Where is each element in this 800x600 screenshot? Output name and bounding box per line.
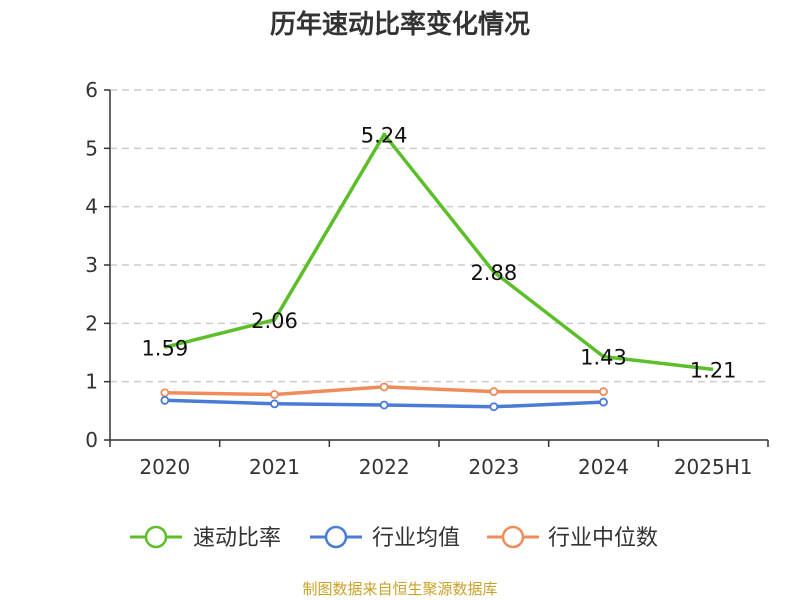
data-label: 5.24 [361, 123, 408, 147]
legend-label: 行业均值 [372, 526, 460, 551]
chart-title: 历年速动比率变化情况 [270, 9, 530, 40]
y-tick-label: 0 [85, 428, 98, 452]
series-point-1 [489, 402, 499, 412]
series-point-2 [160, 388, 170, 398]
series-point-1 [270, 399, 279, 409]
axes: 0 1 2 3 4 5 6 2020 2021 2022 2023 2024 2025H1 [85, 78, 769, 479]
x-tick-label: 2024 [578, 455, 629, 479]
x-tick-label: 2020 [139, 455, 190, 479]
series-point-1 [379, 400, 389, 410]
data-label: 2.88 [470, 261, 517, 285]
data-label: 1.21 [690, 358, 737, 382]
y-tick-label: 5 [85, 136, 98, 160]
legend-swatch-marker [144, 525, 168, 549]
y-tick-label: 2 [85, 311, 98, 335]
series-line-0 [164, 132, 714, 372]
x-tick-label: 2022 [359, 455, 410, 479]
series-point-2 [489, 387, 499, 396]
series-point-1 [160, 395, 170, 405]
legend-swatch-marker [324, 525, 348, 549]
data-label: 2.06 [251, 309, 298, 333]
source-note: 制图数据来自恒生聚源数据库 [302, 580, 497, 598]
y-tick-label: 6 [85, 78, 98, 102]
series-point-2 [599, 387, 608, 396]
series-point-2 [379, 382, 389, 392]
legend-label: 行业中位数 [548, 526, 658, 551]
data-label: 1.43 [580, 346, 627, 370]
y-tick-label: 3 [85, 253, 98, 277]
x-tick-label: 2025H1 [674, 455, 753, 479]
x-tick-label: 2023 [468, 455, 519, 479]
legend: 速动比率 行业均值 行业中位数 [130, 525, 658, 551]
grid-lines [110, 89, 768, 383]
legend-swatch-marker [501, 525, 525, 549]
data-labels: 1.59 2.06 5.24 2.88 1.43 1.21 [141, 123, 736, 382]
series-point-2 [270, 390, 279, 399]
series-point-1 [599, 397, 608, 407]
x-tick-label: 2021 [249, 455, 300, 479]
legend-label: 速动比率 [193, 526, 281, 551]
series-lines [160, 132, 714, 412]
y-tick-label: 1 [85, 370, 98, 394]
y-tick-label: 4 [85, 195, 98, 219]
data-label: 1.59 [141, 336, 188, 360]
